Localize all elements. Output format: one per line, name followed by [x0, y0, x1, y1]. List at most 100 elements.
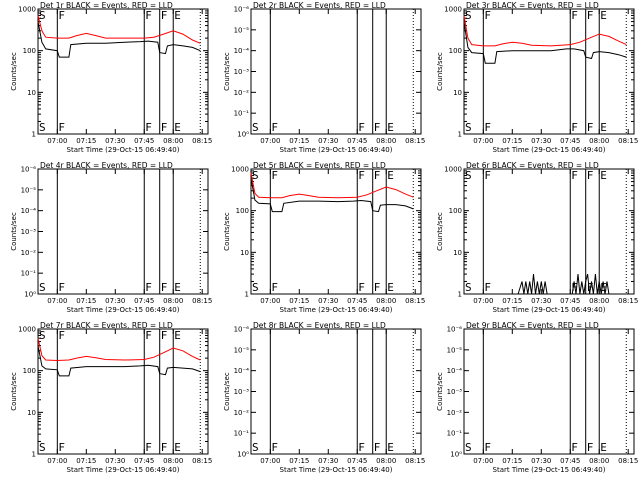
- y-tick-label: 10⁰: [450, 451, 462, 459]
- flag-label: F: [374, 121, 381, 134]
- flag-label: F: [145, 441, 152, 454]
- y-tick-label: 10⁰: [237, 451, 249, 459]
- y-tick-label: 1: [458, 131, 462, 139]
- x-tick-label: 08:15: [618, 137, 638, 145]
- x-tick-label: 08:15: [192, 137, 212, 145]
- flag-label: F: [145, 121, 152, 134]
- x-tick-label: 07:30: [318, 137, 338, 145]
- y-tick-label: 10: [453, 89, 462, 97]
- y-axis-label: Counts/sec: [223, 52, 231, 91]
- y-tick-label: 1000: [444, 6, 462, 14]
- flag-label: F: [484, 281, 491, 294]
- x-axis-label: Start Time (29-Oct-15 06:49:40): [280, 466, 393, 474]
- x-tick-label: 07:30: [105, 297, 125, 305]
- x-tick-label: 07:45: [134, 297, 154, 305]
- y-tick-label: 1: [458, 291, 462, 299]
- x-tick-label: 07:45: [134, 137, 154, 145]
- y-tick-label: 10⁰: [237, 131, 249, 139]
- x-tick-label: 07:15: [289, 137, 309, 145]
- y-axis-label: Counts/sec: [436, 372, 444, 411]
- flag-label: S: [465, 441, 472, 454]
- plot-frame: [250, 328, 422, 455]
- x-tick-label: 07:30: [318, 297, 338, 305]
- flag-label: F: [58, 281, 65, 294]
- flag-label: F: [271, 281, 278, 294]
- plot-frame: [37, 328, 209, 455]
- panel-title: Det 8r BLACK = Events, RED = LLD: [253, 321, 386, 330]
- x-axis-label: Start Time (29-Oct-15 06:49:40): [493, 306, 606, 314]
- x-tick-label: 07:15: [76, 137, 96, 145]
- x-tick-label: 07:45: [560, 297, 580, 305]
- flag-label-top: S: [252, 169, 259, 182]
- series-lld: [37, 15, 201, 44]
- flag-label: E: [387, 281, 394, 294]
- x-tick-label: 07:30: [531, 137, 551, 145]
- series-lld: [37, 338, 201, 362]
- x-tick-label: 07:00: [47, 457, 67, 465]
- flag-label-top: F: [161, 329, 168, 342]
- panel-title: Det 6r BLACK = Events, RED = LLD: [466, 161, 599, 170]
- y-tick-label: 10⁻¹: [447, 430, 463, 438]
- x-tick-label: 07:30: [531, 297, 551, 305]
- plot-frame: [37, 168, 209, 295]
- flag-label: F: [587, 121, 594, 134]
- flag-label: F: [374, 281, 381, 294]
- y-tick-label: 10⁻⁴: [234, 367, 250, 375]
- flag-label: F: [161, 281, 168, 294]
- y-axis-label: Counts/sec: [10, 212, 18, 251]
- flag-label: E: [174, 281, 181, 294]
- x-tick-label: 07:15: [289, 297, 309, 305]
- x-tick-label: 07:45: [134, 457, 154, 465]
- x-tick-label: 07:15: [502, 297, 522, 305]
- panel-det-5: Det 5r BLACK = Events, RED = LLDSSFFFFFF…: [223, 161, 425, 314]
- flag-label-top: S: [39, 9, 46, 22]
- series-events: [37, 345, 201, 377]
- x-tick-label: 07:15: [502, 137, 522, 145]
- flag-label: S: [252, 281, 259, 294]
- x-tick-label: 07:30: [105, 137, 125, 145]
- y-tick-label: 1: [32, 131, 36, 139]
- y-axis-label: Counts/sec: [223, 372, 231, 411]
- y-axis-label: Counts/sec: [10, 52, 18, 91]
- flag-label-top: E: [600, 169, 607, 182]
- x-tick-label: 08:15: [405, 457, 425, 465]
- flag-label: F: [587, 281, 594, 294]
- flag-label: S: [465, 281, 472, 294]
- flag-label: F: [58, 121, 65, 134]
- flag-label: S: [252, 121, 259, 134]
- x-axis-label: Start Time (29-Oct-15 06:49:40): [493, 466, 606, 474]
- x-tick-label: 08:00: [163, 457, 183, 465]
- series-events: [250, 178, 414, 213]
- y-axis-label: Counts/sec: [436, 212, 444, 251]
- y-tick-label: 10⁻³: [234, 68, 250, 76]
- y-tick-label: 10⁻⁴: [447, 367, 463, 375]
- panel-det-3: Det 3r BLACK = Events, RED = LLDSSFFFFFF…: [436, 1, 638, 154]
- flag-label-top: F: [571, 9, 578, 22]
- flag-label-top: S: [465, 169, 472, 182]
- plot-frame: [250, 168, 422, 295]
- flag-label-top: S: [465, 9, 472, 22]
- x-tick-label: 07:00: [260, 137, 280, 145]
- flag-label: S: [39, 281, 46, 294]
- x-tick-label: 07:15: [289, 457, 309, 465]
- x-tick-label: 07:30: [105, 457, 125, 465]
- x-tick-label: 08:00: [376, 457, 396, 465]
- y-tick-label: 10⁻²: [447, 409, 463, 417]
- flag-label-top: E: [600, 9, 607, 22]
- panel-det-7: Det 7r BLACK = Events, RED = LLDSSFFFFFF…: [10, 321, 212, 474]
- flag-label: F: [374, 441, 381, 454]
- x-tick-label: 07:00: [47, 297, 67, 305]
- y-tick-label: 10⁻⁶: [447, 326, 463, 334]
- y-tick-label: 100: [23, 367, 36, 375]
- flag-label: S: [39, 121, 46, 134]
- x-axis-label: Start Time (29-Oct-15 06:49:40): [67, 306, 180, 314]
- x-tick-label: 07:00: [473, 297, 493, 305]
- x-tick-label: 08:00: [589, 137, 609, 145]
- x-tick-label: 07:15: [76, 297, 96, 305]
- flag-label-top: F: [571, 169, 578, 182]
- x-tick-label: 07:00: [473, 137, 493, 145]
- flag-label-top: F: [271, 169, 278, 182]
- series-events: [517, 273, 610, 295]
